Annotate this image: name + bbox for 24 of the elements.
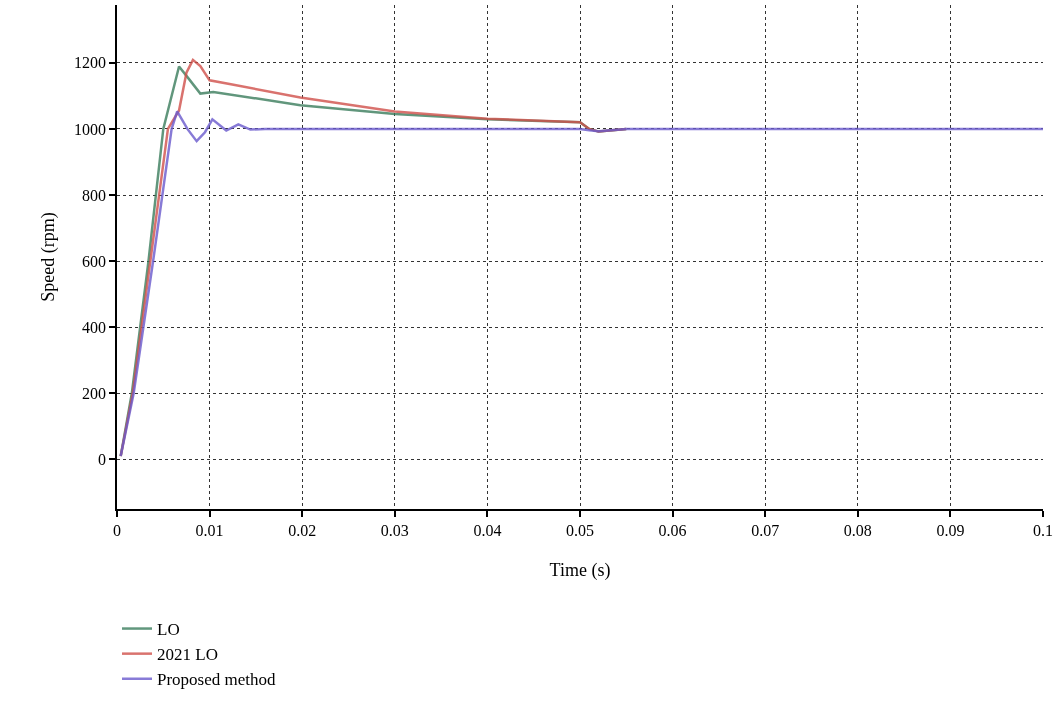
x-tick-label: 0.05 [566, 521, 594, 539]
x-tick-label: 0.06 [658, 521, 687, 539]
x-tick-label: 0.02 [288, 521, 317, 539]
x-axis-title: Time (s) [549, 559, 611, 581]
line-series [119, 110, 1043, 458]
y-axis-title: Speed (rpm) [37, 212, 59, 302]
x-tick-label: 0.07 [751, 521, 780, 539]
x-tick-label: 0.04 [473, 521, 502, 539]
y-tick-label: 400 [82, 318, 107, 336]
x-tick-label: 0.01 [195, 521, 224, 539]
x-tick-label: 0.09 [936, 521, 965, 539]
x-tick-label: 0.03 [380, 521, 409, 539]
legend-label: Proposed method [157, 670, 277, 690]
y-tick-label: 1000 [74, 120, 107, 138]
y-tick-label: 0 [98, 451, 107, 469]
x-tick-label: 0.1 [1033, 521, 1053, 539]
y-tick-label: 800 [82, 186, 107, 204]
y-tick-label: 1200 [74, 54, 107, 72]
y-tick-label: 200 [82, 384, 107, 402]
x-tick-label: 0.08 [843, 521, 872, 539]
legend-label: LO [157, 620, 180, 640]
x-tick-label: 0 [113, 521, 121, 539]
y-tick-label: 600 [82, 252, 107, 270]
legend-label: 2021 LO [157, 645, 218, 665]
